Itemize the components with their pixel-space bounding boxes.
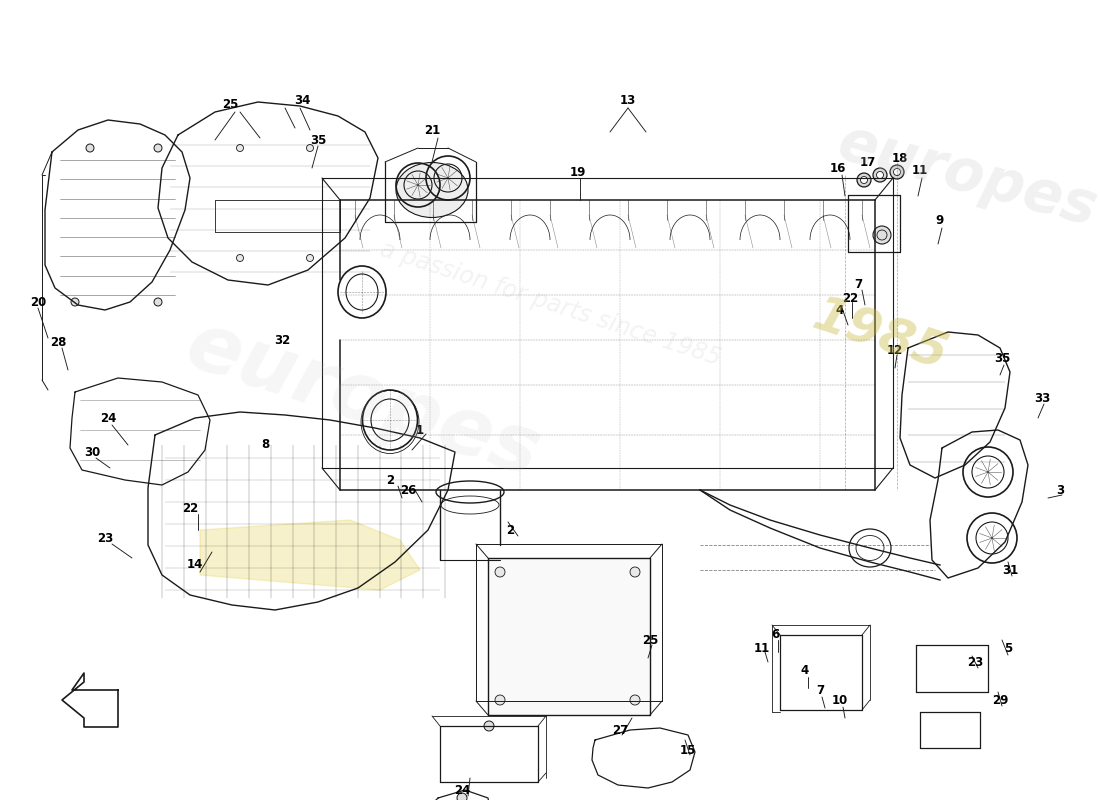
Text: 31: 31 — [1002, 563, 1019, 577]
Circle shape — [154, 144, 162, 152]
Text: 22: 22 — [182, 502, 198, 514]
Text: 25: 25 — [641, 634, 658, 646]
Text: 29: 29 — [992, 694, 1009, 706]
Text: 12: 12 — [887, 343, 903, 357]
Circle shape — [877, 171, 883, 178]
Text: 17: 17 — [860, 155, 876, 169]
Text: 35: 35 — [993, 351, 1010, 365]
Text: 6: 6 — [771, 629, 779, 642]
Text: 20: 20 — [30, 295, 46, 309]
Text: 11: 11 — [754, 642, 770, 654]
Circle shape — [630, 695, 640, 705]
Circle shape — [154, 298, 162, 306]
Text: europes: europes — [832, 114, 1100, 238]
Text: 2: 2 — [506, 523, 514, 537]
Text: 23: 23 — [967, 655, 983, 669]
Text: 15: 15 — [680, 743, 696, 757]
Circle shape — [236, 254, 243, 262]
Text: 10: 10 — [832, 694, 848, 706]
Circle shape — [236, 145, 243, 151]
Text: 4: 4 — [836, 303, 844, 317]
Text: 18: 18 — [892, 151, 909, 165]
Text: 5: 5 — [1004, 642, 1012, 654]
Text: 26: 26 — [399, 483, 416, 497]
Text: 14: 14 — [187, 558, 204, 571]
Text: europes: europes — [176, 306, 550, 494]
Circle shape — [857, 173, 871, 187]
Text: 23: 23 — [97, 531, 113, 545]
Text: 22: 22 — [842, 291, 858, 305]
Text: 8: 8 — [261, 438, 270, 451]
Text: 2: 2 — [386, 474, 394, 486]
Text: 7: 7 — [816, 683, 824, 697]
Text: 3: 3 — [1056, 483, 1064, 497]
Text: 30: 30 — [84, 446, 100, 458]
Circle shape — [873, 226, 891, 244]
Text: 13: 13 — [620, 94, 636, 106]
Text: 7: 7 — [854, 278, 862, 291]
Circle shape — [456, 793, 468, 800]
Polygon shape — [200, 520, 420, 590]
Text: 25: 25 — [222, 98, 239, 111]
Circle shape — [307, 145, 314, 151]
Circle shape — [890, 165, 904, 179]
Text: a passion for parts since 1985: a passion for parts since 1985 — [376, 238, 724, 370]
Text: 1985: 1985 — [806, 292, 954, 380]
Text: 16: 16 — [829, 162, 846, 174]
Circle shape — [630, 567, 640, 577]
Text: 1: 1 — [416, 423, 425, 437]
Circle shape — [484, 721, 494, 731]
Text: 33: 33 — [1034, 391, 1050, 405]
Circle shape — [72, 298, 79, 306]
Text: 9: 9 — [936, 214, 944, 226]
Text: 21: 21 — [424, 123, 440, 137]
Text: 4: 4 — [801, 663, 810, 677]
Text: 27: 27 — [612, 723, 628, 737]
Text: 24: 24 — [454, 783, 470, 797]
Circle shape — [307, 254, 314, 262]
Text: 28: 28 — [50, 335, 66, 349]
Text: 19: 19 — [570, 166, 586, 178]
Polygon shape — [488, 558, 650, 715]
Circle shape — [860, 177, 868, 183]
Text: 32: 32 — [274, 334, 290, 346]
Text: 11: 11 — [912, 163, 928, 177]
Text: 35: 35 — [310, 134, 327, 146]
Circle shape — [86, 144, 94, 152]
Circle shape — [873, 168, 887, 182]
Circle shape — [495, 695, 505, 705]
Ellipse shape — [396, 162, 468, 218]
Text: 34: 34 — [294, 94, 310, 106]
Circle shape — [495, 567, 505, 577]
Circle shape — [893, 169, 901, 175]
Text: 24: 24 — [100, 411, 117, 425]
